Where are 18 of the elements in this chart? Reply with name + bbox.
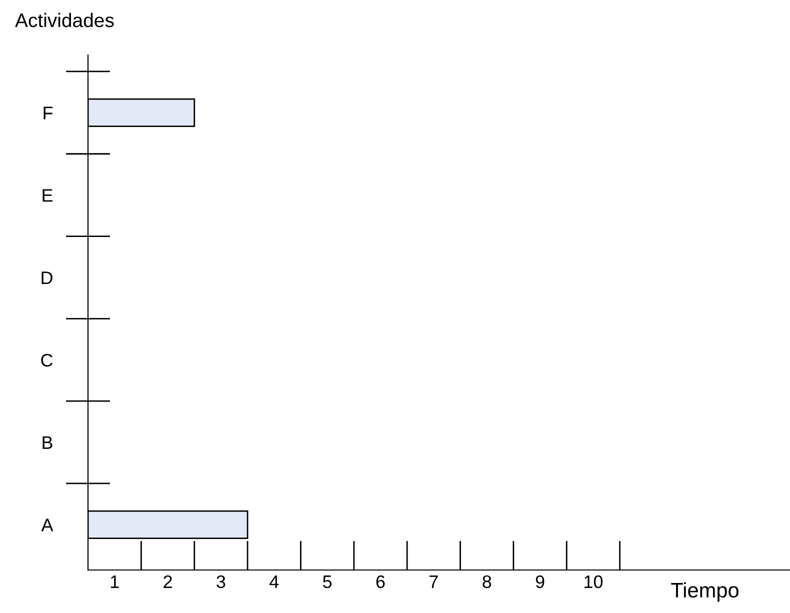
x-tick-label: 2: [164, 575, 172, 588]
x-tick-label: 7: [430, 576, 438, 588]
y-tick-label: D: [42, 272, 52, 284]
x-tick-label: 3: [216, 575, 226, 588]
x-tick-label: 10: [584, 575, 603, 588]
x-tick-label: 1: [110, 576, 119, 588]
x-tick-label: 6: [376, 575, 385, 588]
x-tick-label: 5: [323, 576, 332, 588]
x-tick-label: 4: [270, 576, 279, 588]
x-tick-label: 8: [482, 575, 492, 588]
y-tick-label: E: [42, 189, 52, 202]
y-tick-label: B: [42, 436, 52, 449]
y-axis-title: Actividades: [15, 12, 114, 28]
y-tick-label: C: [41, 354, 53, 367]
x-tick-label: 9: [536, 575, 544, 588]
x-axis-title: Tiempo: [671, 582, 738, 602]
y-tick-label: A: [41, 518, 54, 532]
y-tick-label: F: [44, 106, 53, 120]
